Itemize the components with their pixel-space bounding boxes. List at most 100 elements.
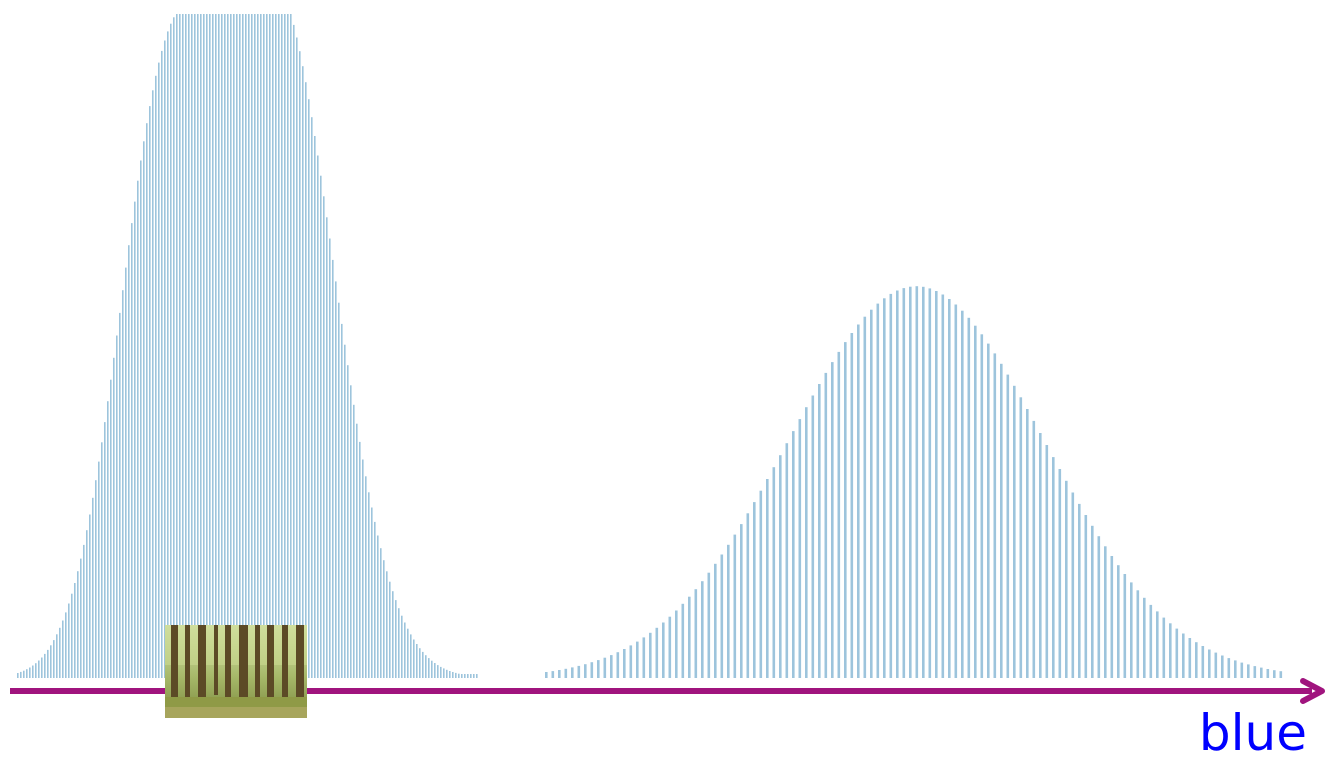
histogram-bar bbox=[1266, 669, 1270, 678]
histogram-bar bbox=[902, 288, 906, 678]
histogram-bar bbox=[263, 14, 265, 678]
histogram-bar bbox=[642, 637, 646, 678]
histogram-bar bbox=[68, 603, 70, 678]
histogram-bar bbox=[416, 644, 418, 678]
histogram-bar bbox=[967, 317, 971, 678]
histogram-bar bbox=[1117, 565, 1120, 678]
histogram-bar bbox=[287, 14, 289, 678]
histogram-bar bbox=[383, 560, 385, 678]
histogram-bar bbox=[1156, 611, 1159, 678]
histogram-bar bbox=[1260, 667, 1263, 678]
histogram-bar bbox=[290, 14, 292, 678]
histogram-bar bbox=[326, 217, 328, 679]
histogram-bar bbox=[149, 106, 151, 679]
histogram-bar bbox=[203, 14, 205, 678]
histogram-bar bbox=[1208, 649, 1211, 678]
histogram-bar bbox=[1013, 385, 1016, 678]
histogram-bar bbox=[1123, 574, 1127, 678]
histogram-bar bbox=[961, 310, 964, 678]
histogram-bar bbox=[1279, 671, 1283, 678]
histogram-bar bbox=[467, 674, 469, 678]
histogram-bar bbox=[296, 37, 298, 678]
histogram-bar bbox=[128, 245, 130, 678]
histogram-bar bbox=[272, 14, 274, 678]
histogram-bar bbox=[1253, 666, 1257, 678]
histogram-bar bbox=[649, 632, 652, 678]
histogram-bar bbox=[876, 303, 880, 678]
histogram-bar bbox=[759, 490, 763, 678]
histogram-bar bbox=[779, 455, 782, 678]
histogram-bar bbox=[317, 155, 319, 678]
histogram-bar bbox=[356, 423, 358, 678]
histogram-bar bbox=[89, 514, 91, 678]
histogram-bar bbox=[320, 175, 322, 678]
histogram-bar bbox=[209, 14, 211, 678]
histogram-bar bbox=[26, 669, 28, 678]
histogram-bar bbox=[425, 655, 427, 678]
histogram-bar bbox=[212, 14, 214, 678]
histogram-bar bbox=[558, 670, 561, 678]
histogram-bar bbox=[440, 666, 442, 678]
histogram-bar bbox=[844, 342, 847, 678]
histogram-bar bbox=[305, 82, 307, 678]
histogram-bar bbox=[20, 671, 22, 678]
histogram-bar bbox=[236, 14, 238, 678]
histogram-bar bbox=[551, 671, 555, 678]
histogram-bar bbox=[338, 302, 340, 678]
histogram-bar bbox=[83, 544, 85, 678]
histogram-bar bbox=[1247, 664, 1250, 678]
histogram-bar bbox=[23, 670, 25, 678]
histogram-bar bbox=[727, 544, 730, 678]
histogram-bar bbox=[1032, 420, 1036, 678]
histogram-bar bbox=[275, 14, 277, 678]
histogram-bar bbox=[837, 351, 841, 678]
histogram-bar bbox=[458, 673, 460, 678]
histogram-bar bbox=[332, 259, 334, 678]
histogram-bar bbox=[80, 558, 82, 678]
histogram-bar bbox=[470, 674, 472, 678]
histogram-bar bbox=[461, 674, 463, 678]
histogram-bar bbox=[269, 14, 271, 678]
histogram-bar bbox=[398, 608, 400, 678]
histogram-bar bbox=[1097, 536, 1101, 678]
histogram-bar bbox=[17, 673, 19, 678]
histogram-bar bbox=[1214, 652, 1218, 678]
histogram-bar bbox=[29, 667, 31, 678]
histogram-bar bbox=[380, 548, 382, 678]
histogram-bar bbox=[636, 641, 639, 678]
histogram-bar bbox=[92, 497, 94, 678]
histogram-bar bbox=[437, 665, 439, 678]
histogram-bar bbox=[1240, 662, 1244, 678]
histogram-bar bbox=[131, 223, 133, 678]
histogram-bar bbox=[401, 615, 403, 678]
histogram-bar bbox=[1019, 397, 1023, 678]
histogram-bar bbox=[194, 14, 196, 678]
histogram-bar bbox=[746, 513, 750, 678]
histogram-bar bbox=[577, 665, 581, 678]
histogram-bar bbox=[38, 660, 40, 678]
histogram-bar bbox=[293, 24, 295, 678]
histogram-bar bbox=[590, 662, 594, 678]
histogram-bar bbox=[980, 334, 984, 678]
histogram-bar bbox=[164, 40, 166, 678]
histogram-bar bbox=[353, 404, 355, 678]
histogram-bar bbox=[101, 442, 103, 678]
histogram-bar bbox=[1273, 670, 1276, 678]
histogram-bar bbox=[53, 640, 55, 678]
histogram-bar bbox=[629, 645, 633, 678]
histogram-bar bbox=[675, 610, 678, 678]
histogram-bar bbox=[1058, 469, 1062, 678]
histogram-bar bbox=[896, 290, 899, 678]
histogram-bar bbox=[863, 316, 867, 678]
histogram-bars bbox=[17, 14, 1283, 679]
histogram-bar bbox=[922, 286, 925, 678]
histogram-bar bbox=[688, 596, 691, 678]
histogram-bar bbox=[170, 23, 172, 678]
histogram-bar bbox=[323, 196, 325, 679]
histogram-bar bbox=[230, 14, 232, 678]
histogram-bar bbox=[41, 657, 43, 678]
histogram-bar bbox=[597, 660, 600, 678]
histogram-bar bbox=[857, 324, 860, 678]
histogram-bar bbox=[278, 14, 280, 678]
histogram-bar bbox=[883, 298, 886, 678]
